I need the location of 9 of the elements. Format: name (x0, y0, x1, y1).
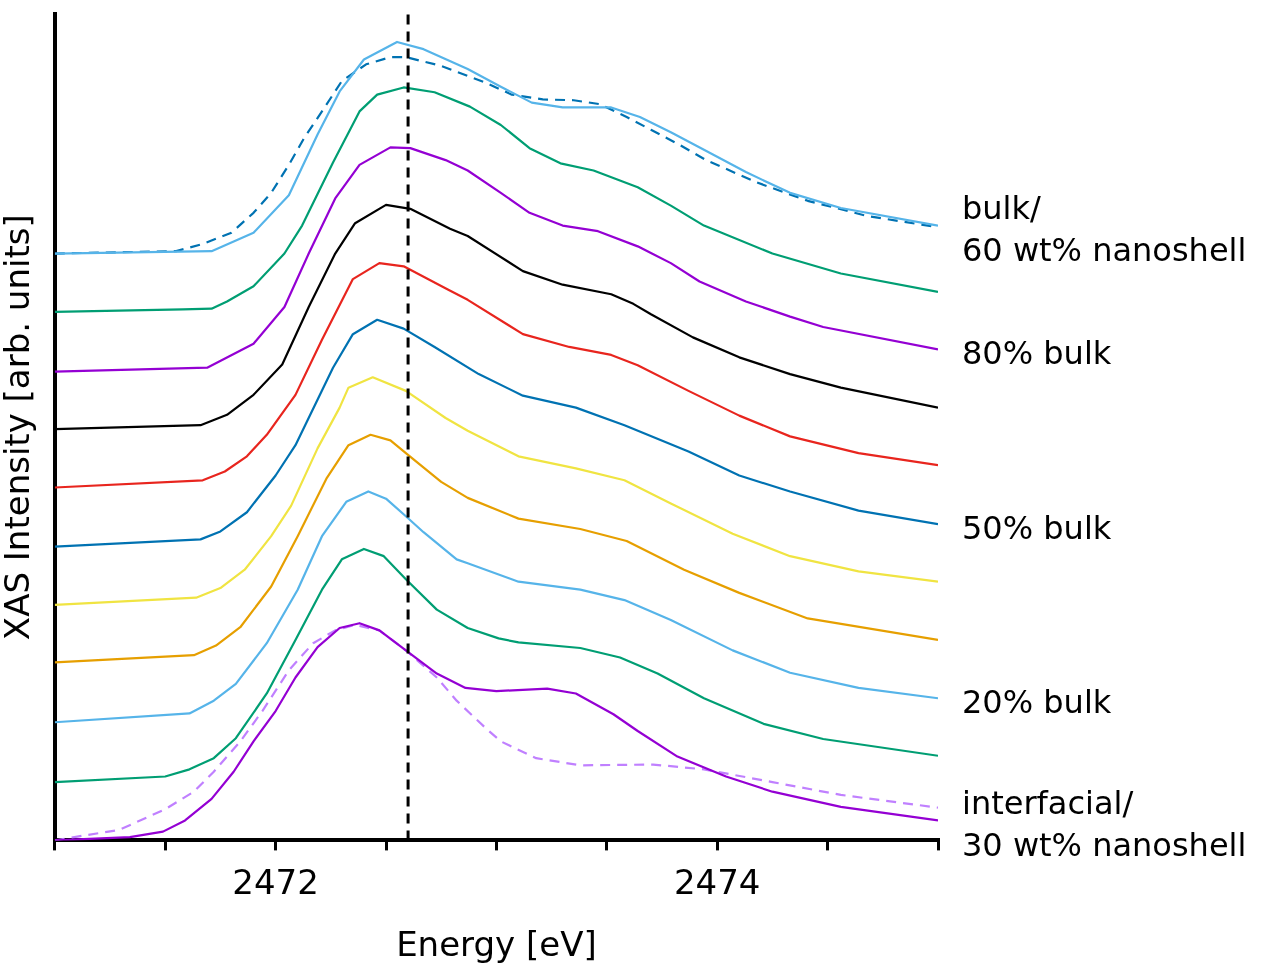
x-axis-title: Energy [eV] (396, 924, 597, 965)
series-label: 80% bulk (962, 333, 1112, 372)
series-label: 50% bulk (962, 508, 1112, 547)
series-label: bulk/ 60 wt% nanoshell (962, 188, 1247, 269)
x-tick-label: 2472 (232, 861, 319, 902)
y-axis-title: XAS Intensity [arb. units] (0, 214, 38, 641)
series-label: 20% bulk (962, 682, 1112, 721)
series-label: interfacial/ 30 wt% nanoshell (962, 783, 1247, 864)
x-tick-label: 2474 (673, 861, 761, 902)
